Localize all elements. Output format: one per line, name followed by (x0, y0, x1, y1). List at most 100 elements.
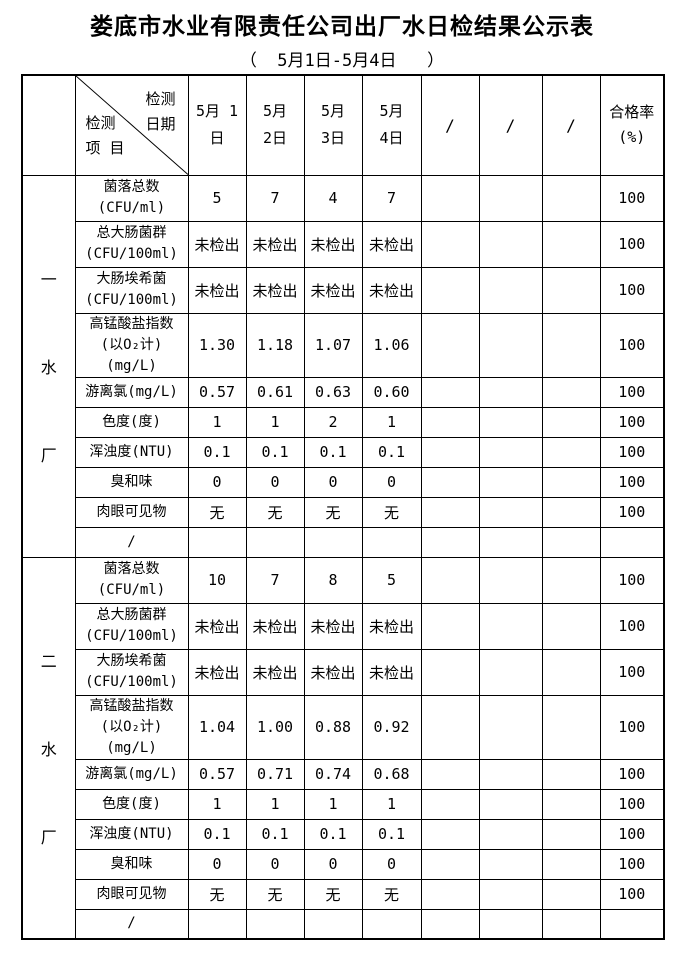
value-cell: 0.61 (245, 376, 305, 408)
empty-cell (541, 788, 601, 820)
value-cell: 未检出 (361, 266, 422, 314)
empty-cell (478, 312, 543, 378)
item-name-cell: 菌落总数 (CFU/ml) (74, 174, 189, 222)
value-cell: 0 (361, 848, 422, 880)
value-cell (361, 908, 422, 940)
plant-name-vertical: 一水厂 (23, 234, 74, 498)
empty-cell (541, 406, 601, 438)
item-name-cell: 游离氯(mg/L) (74, 758, 189, 790)
empty-cell (541, 848, 601, 880)
value-cell: 1 (303, 788, 363, 820)
value-cell: 0 (187, 466, 247, 498)
table-row: / (22, 908, 665, 940)
empty-cell (541, 694, 601, 760)
empty-cell (420, 174, 480, 222)
slash-header-1: / (420, 74, 480, 176)
value-cell: 7 (245, 174, 305, 222)
empty-cell (541, 556, 601, 604)
table-row: 浑浊度(NTU) 0.1 0.1 0.1 0.1 100 (22, 818, 665, 850)
empty-cell (478, 436, 543, 468)
value-cell: 0.1 (361, 818, 422, 850)
table-row: 肉眼可见物无无无无 100 (22, 496, 665, 528)
plant-name-vertical: 二水厂 (23, 616, 74, 880)
value-cell: 无 (187, 878, 247, 910)
value-cell: 0.1 (361, 436, 422, 468)
value-cell: 无 (245, 878, 305, 910)
value-cell: 0 (303, 466, 363, 498)
empty-cell (541, 266, 601, 314)
empty-cell (478, 376, 543, 408)
empty-cell (541, 220, 601, 268)
date-header-may3: 5月 3日 (303, 74, 363, 176)
plant-label-2: 二水厂 (21, 556, 76, 940)
value-cell: 未检出 (303, 648, 363, 696)
date-header-may1: 5月 1 日 (187, 74, 247, 176)
diagonal-line-icon (76, 76, 188, 175)
empty-cell (478, 220, 543, 268)
pass-rate-cell: 100 (599, 648, 665, 696)
pass-rate-cell: 100 (599, 602, 665, 650)
plant-name-char: 一 (40, 270, 57, 289)
value-cell: 0.1 (245, 818, 305, 850)
table-row: 色度(度) 1 1 2 1 100 (22, 406, 665, 438)
table-row: 总大肠菌群 (CFU/100ml) 未检出 未检出 未检出 未检出 100 (22, 602, 665, 650)
value-cell: 0.57 (187, 758, 247, 790)
empty-cell (420, 602, 480, 650)
table-row: 肉眼可见物无无无无 100 (22, 878, 665, 910)
date-header-may2: 5月 2日 (245, 74, 305, 176)
plant-name-char: 二 (40, 651, 57, 671)
value-cell: 1 (245, 788, 305, 820)
item-name-cell: 高锰酸盐指数 (以O₂计) (mg/L) (74, 312, 189, 378)
pass-rate-cell: 100 (599, 818, 665, 850)
pass-rate-cell: 100 (599, 466, 665, 498)
table-row: 游离氯(mg/L) 0.57 0.61 0.63 0.60 100 (22, 376, 665, 408)
empty-cell (541, 878, 601, 910)
pass-rate-cell (599, 526, 665, 558)
value-cell: 1 (361, 406, 422, 438)
item-name-cell: 色度(度) (74, 788, 189, 820)
slash-header-3: / (541, 74, 601, 176)
value-cell: 0 (245, 848, 305, 880)
plant-label-1: 一水厂 (21, 174, 76, 558)
empty-cell (420, 556, 480, 604)
empty-cell (420, 406, 480, 438)
table-row: 游离氯(mg/L) 0.57 0.71 0.74 0.68 100 (22, 758, 665, 790)
empty-cell (420, 436, 480, 468)
value-cell: 0.74 (303, 758, 363, 790)
value-cell: 1 (361, 788, 422, 820)
empty-cell (541, 496, 601, 528)
item-name-cell: 浑浊度(NTU) (74, 436, 189, 468)
pass-rate-cell: 100 (599, 406, 665, 438)
plant-name-char: 水 (40, 358, 57, 377)
table-row: 浑浊度(NTU) 0.1 0.1 0.1 0.1 100 (22, 436, 665, 468)
value-cell: 0 (245, 466, 305, 498)
empty-cell (478, 758, 543, 790)
empty-cell (541, 436, 601, 468)
value-cell: 1.00 (245, 694, 305, 760)
value-cell: 1 (187, 406, 247, 438)
value-cell: 0.68 (361, 758, 422, 790)
empty-cell (420, 526, 480, 558)
empty-cell (420, 266, 480, 314)
value-cell (303, 526, 363, 558)
value-cell: 0.92 (361, 694, 422, 760)
value-cell (187, 526, 247, 558)
pass-rate-cell: 100 (599, 758, 665, 790)
value-cell: 10 (187, 556, 247, 604)
pass-rate-cell: 100 (599, 496, 665, 528)
empty-cell (420, 312, 480, 378)
empty-cell (478, 788, 543, 820)
corner-cell: 检测 日期 检测 项 目 (74, 74, 189, 176)
value-cell: 未检出 (245, 266, 305, 314)
empty-cell (420, 908, 480, 940)
header-plant-spacer (21, 74, 76, 176)
value-cell: 0.63 (303, 376, 363, 408)
empty-cell (541, 648, 601, 696)
pass-rate-cell: 100 (599, 556, 665, 604)
slash-header-2: / (478, 74, 543, 176)
pass-rate-cell: 100 (599, 376, 665, 408)
pass-rate-cell: 100 (599, 694, 665, 760)
section-plant-2: 二水厂菌落总数 (CFU/ml) 10 7 8 5 100 总大肠菌群 (CFU/100ml… (21, 556, 665, 940)
empty-cell (478, 694, 543, 760)
